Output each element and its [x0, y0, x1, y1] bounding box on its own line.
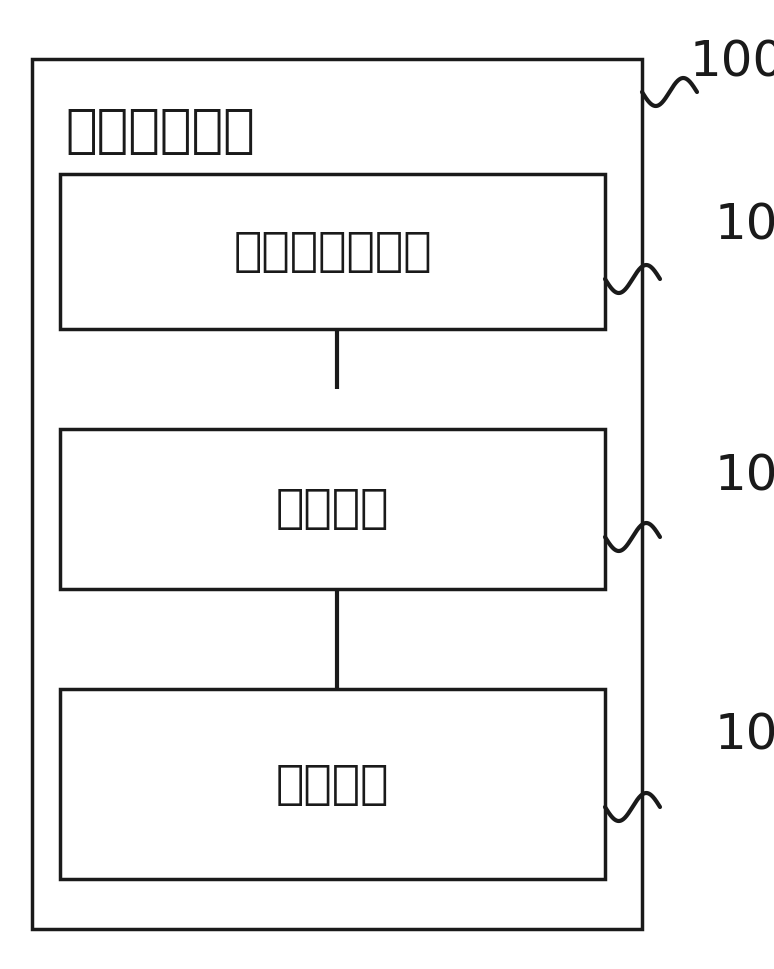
Text: 显示控制装置: 显示控制装置	[65, 105, 255, 157]
Text: 101: 101	[715, 201, 774, 249]
Text: 处理单元: 处理单元	[276, 487, 389, 532]
Bar	[60, 689, 605, 879]
Text: 调整电路: 调整电路	[276, 762, 389, 806]
Text: 102: 102	[715, 452, 774, 499]
Bar	[60, 429, 605, 589]
Text: 显示器主控电路: 显示器主控电路	[233, 230, 432, 275]
Bar	[60, 174, 605, 329]
Text: 100: 100	[690, 38, 774, 86]
Text: 103: 103	[715, 711, 774, 760]
Bar	[32, 60, 642, 929]
